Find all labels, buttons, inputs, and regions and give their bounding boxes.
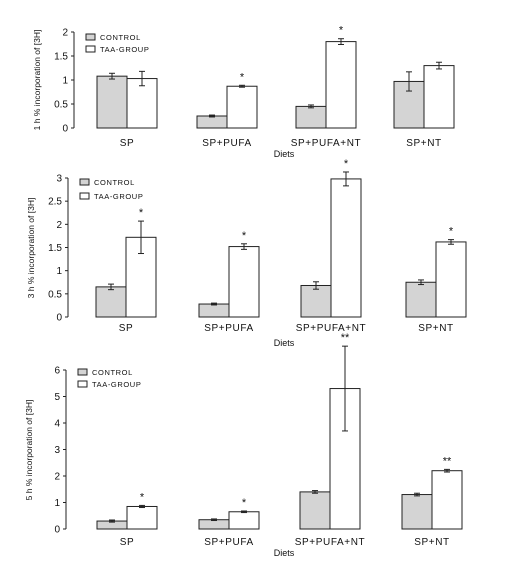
legend-label-taa: TAA-GROUP [92, 380, 141, 389]
x-axis-title: Diets [274, 548, 295, 558]
legend-swatch-control [77, 368, 88, 376]
bar-control [405, 281, 437, 318]
bar-control [198, 519, 230, 530]
significance-marker: * [344, 158, 349, 170]
y-tick-label: 2 [62, 28, 68, 39]
category-label: SP+PUFA+NT [291, 138, 361, 149]
y-axis-title: 1 h % incorporation of [3H] [32, 30, 42, 131]
y-tick-label: 1 [56, 266, 62, 277]
bar-taa [226, 85, 258, 129]
bar-control [196, 115, 228, 129]
bar-control [299, 491, 331, 530]
category-label: SP+PUFA [204, 323, 254, 334]
y-tick-label: 5 [54, 392, 60, 403]
bar-taa [435, 241, 467, 318]
category-label: SP [119, 323, 134, 334]
legend-swatch-control [79, 178, 90, 186]
y-tick-label: 1 [62, 76, 68, 87]
bar-taa [330, 178, 362, 318]
significance-marker: * [140, 491, 145, 503]
bar-taa [228, 246, 260, 318]
significance-marker: * [449, 226, 454, 238]
legend-label-control: CONTROL [100, 33, 141, 42]
legend-swatch-taa [79, 192, 90, 200]
y-axis-title: 5 h % incorporation of [3H] [24, 400, 34, 501]
category-label: SP+PUFA+NT [296, 323, 366, 334]
bar-control [300, 284, 332, 318]
x-axis-title: Diets [274, 338, 295, 348]
significance-marker: * [240, 71, 245, 83]
category-label: SP+PUFA+NT [295, 537, 365, 548]
category-label: SP [120, 138, 135, 149]
y-tick-label: 0 [62, 124, 68, 135]
legend-label-control: CONTROL [92, 368, 133, 377]
y-tick-label: 1 [54, 498, 60, 509]
y-axis-title: 3 h % incorporation of [3H] [26, 198, 36, 299]
y-tick-label: 3 [56, 174, 62, 185]
category-label: SP+NT [414, 537, 450, 548]
y-tick-label: 4 [54, 419, 60, 430]
bar-control [95, 286, 127, 318]
category-label: SP [120, 537, 135, 548]
bar-taa [126, 505, 158, 530]
significance-marker: * [242, 497, 247, 509]
chart-panel-1: 0 0.5 1 1.5 2 1 h % incorporation of [3H] SP * S… [32, 25, 455, 159]
category-label: SP+NT [406, 138, 442, 149]
chart-panel-2: 0 0.5 1 1.5 2 2.5 3 3 h % incorporation of [3H]… [26, 158, 467, 348]
y-tick-label: 0 [54, 525, 60, 536]
bar-taa [431, 470, 463, 530]
chart-panel-3: 0 1 2 3 4 5 6 5 h % incorporation of [3H] * SP * SP… [24, 332, 463, 558]
significance-marker: * [339, 25, 344, 37]
bar-control [198, 303, 230, 318]
bar-control [401, 494, 433, 530]
legend-label-control: CONTROL [94, 178, 135, 187]
bar-control [96, 75, 128, 129]
legend-swatch-taa [77, 380, 88, 388]
bar-taa [228, 511, 260, 530]
category-label: SP+PUFA [202, 138, 252, 149]
legend-swatch-taa [85, 45, 96, 53]
bar-taa [423, 65, 455, 129]
bar-taa [325, 41, 357, 129]
significance-marker: * [242, 230, 247, 242]
y-tick-label: 1.5 [48, 243, 62, 254]
x-axis-title: Diets [274, 149, 295, 159]
y-tick-label: 3 [54, 445, 60, 456]
y-tick-label: 0.5 [48, 289, 62, 300]
y-tick-label: 6 [54, 366, 60, 377]
significance-marker: ** [443, 455, 452, 467]
legend-label-taa: TAA-GROUP [100, 45, 149, 54]
legend-swatch-control [85, 33, 96, 41]
y-tick-label: 0 [56, 313, 62, 324]
y-tick-label: 1.5 [54, 52, 68, 63]
y-tick-label: 2.5 [48, 197, 62, 208]
y-tick-label: 2 [56, 220, 62, 231]
legend-label-taa: TAA-GROUP [94, 192, 143, 201]
category-label: SP+PUFA [204, 537, 254, 548]
category-label: SP+NT [418, 323, 454, 334]
significance-marker: ** [341, 332, 350, 344]
bar-control [295, 105, 327, 129]
y-tick-label: 2 [54, 472, 60, 483]
y-tick-label: 0.5 [54, 100, 68, 111]
significance-marker: * [139, 207, 144, 219]
